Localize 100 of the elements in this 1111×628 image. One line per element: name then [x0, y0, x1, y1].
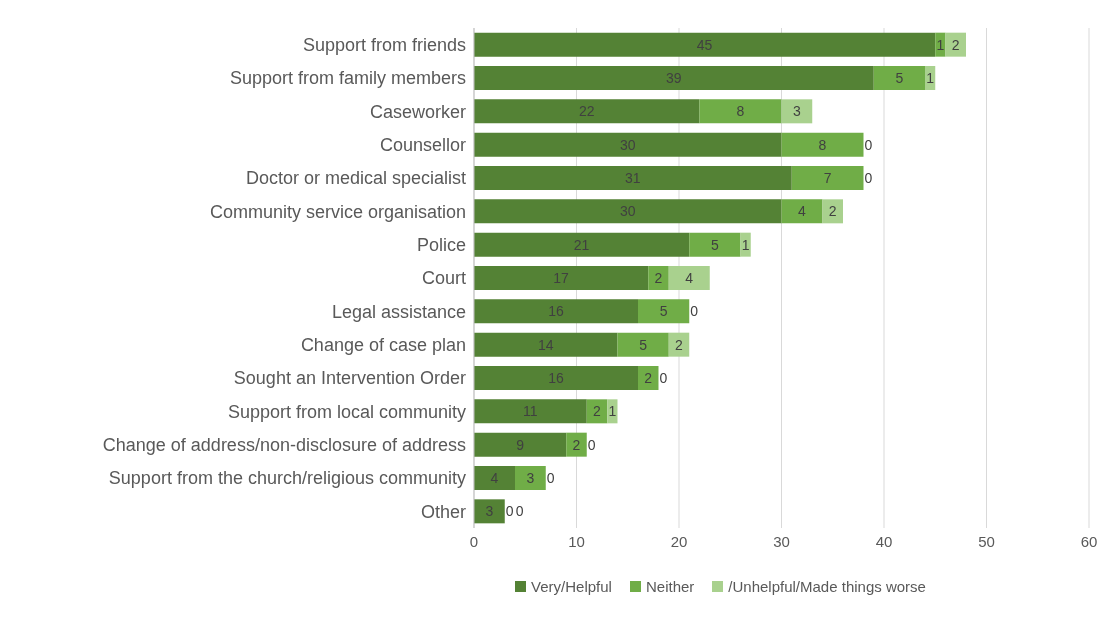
x-tick-label: 40: [875, 532, 893, 550]
data-label: 5: [659, 303, 668, 320]
bar: [648, 266, 669, 290]
bar: [699, 99, 782, 124]
data-label: 39: [666, 70, 682, 86]
y-tick-label: Support from local community: [227, 401, 466, 422]
data-label: 1: [608, 403, 617, 420]
data-label: 14: [537, 336, 554, 353]
data-label: 3: [485, 503, 494, 520]
data-label: 8: [736, 103, 745, 120]
bar: [689, 232, 741, 257]
data-label: 0: [546, 470, 555, 486]
data-label: 2: [951, 36, 960, 53]
x-tick-label: 50: [978, 532, 995, 550]
data-label: 45: [696, 36, 713, 53]
data-label: 2: [572, 436, 581, 453]
data-label: 2: [654, 270, 663, 286]
x-tick-label: 20: [670, 532, 688, 550]
bar: [668, 266, 710, 290]
y-tick-label: Other: [420, 501, 466, 522]
data-label: 3: [792, 103, 801, 120]
bar: [474, 66, 874, 90]
bar: [781, 132, 864, 157]
data-label: 0: [587, 436, 596, 453]
y-tick-label: Counsellor: [379, 135, 466, 156]
bar: [474, 32, 936, 57]
bar: [474, 466, 515, 490]
data-label: 0: [864, 136, 873, 153]
data-label: 21: [573, 236, 590, 253]
bar: [474, 332, 618, 357]
bar: [617, 332, 669, 357]
y-tick-label: Change of address/non-disclosure of address: [102, 435, 466, 456]
data-label: 1: [936, 36, 945, 53]
bar: [474, 232, 690, 257]
bar: [474, 99, 700, 124]
data-label: 11: [523, 403, 538, 420]
x-tick-label: 0: [469, 532, 479, 550]
data-label: 5: [895, 70, 904, 86]
data-label: 5: [710, 236, 719, 253]
data-label: 0: [864, 170, 873, 186]
data-label: 2: [644, 370, 653, 386]
y-tick-label: Caseworker: [369, 101, 466, 122]
data-label: 30: [619, 136, 636, 153]
bar: [474, 366, 638, 390]
data-label: 2: [828, 203, 837, 220]
data-label: 22: [578, 103, 595, 120]
bar: [474, 266, 649, 290]
y-tick-label: Change of case plan: [300, 335, 466, 356]
y-tick-label: Police: [416, 235, 466, 256]
data-label: 4: [685, 270, 694, 286]
y-tick-label: Doctor or medical specialist: [245, 168, 466, 189]
bar: [781, 199, 823, 224]
data-label: 4: [798, 203, 807, 220]
bar: [873, 66, 925, 90]
bar: [607, 399, 618, 424]
x-tick-label: 60: [1080, 532, 1098, 550]
y-tick-label: Support from the church/religious community: [108, 468, 466, 489]
bar: [474, 132, 782, 157]
data-label: 0: [659, 370, 668, 386]
bar: [474, 299, 638, 324]
bar: [474, 432, 567, 457]
bar: [781, 99, 813, 124]
data-label: 30: [619, 203, 636, 220]
y-tick-label: Support from friends: [302, 35, 466, 56]
bar: [515, 466, 546, 490]
data-label: 4: [490, 470, 499, 486]
y-tick-label: Community service organisation: [209, 201, 466, 222]
data-label: 3: [526, 470, 535, 486]
bar: [638, 366, 659, 390]
data-label: 16: [548, 370, 564, 386]
legend-label: Neither: [644, 578, 695, 595]
data-label: 17: [553, 270, 570, 286]
y-tick-label: Legal assistance: [331, 301, 466, 322]
bar: [791, 166, 864, 190]
data-label: 31: [625, 170, 641, 186]
data-label: 8: [818, 136, 827, 153]
bar: [638, 299, 690, 324]
data-label: 1: [741, 236, 750, 253]
data-label: 7: [823, 170, 832, 186]
data-label: 16: [548, 303, 564, 320]
bar: [474, 166, 792, 190]
bar: [935, 32, 946, 57]
x-tick-label: 30: [773, 532, 790, 550]
bar: [474, 199, 782, 224]
data-label: 1: [926, 70, 935, 86]
y-tick-label: Sought an Intervention Order: [233, 368, 466, 389]
data-label: 0: [515, 503, 524, 520]
data-label: 2: [675, 336, 684, 353]
data-label: 9: [516, 436, 525, 453]
data-label: 5: [639, 336, 648, 353]
legend-label: Very/Helpful: [530, 578, 612, 595]
data-label: 0: [505, 503, 514, 520]
bar: [474, 499, 505, 524]
data-label: 0: [690, 303, 699, 320]
bar: [474, 399, 587, 424]
bar: [566, 432, 587, 457]
data-label: 2: [593, 403, 602, 420]
y-tick-label: Support from family members: [229, 68, 466, 89]
y-tick-label: Court: [421, 268, 466, 289]
legend-label: /Unhelpful/Made things worse: [727, 578, 926, 595]
